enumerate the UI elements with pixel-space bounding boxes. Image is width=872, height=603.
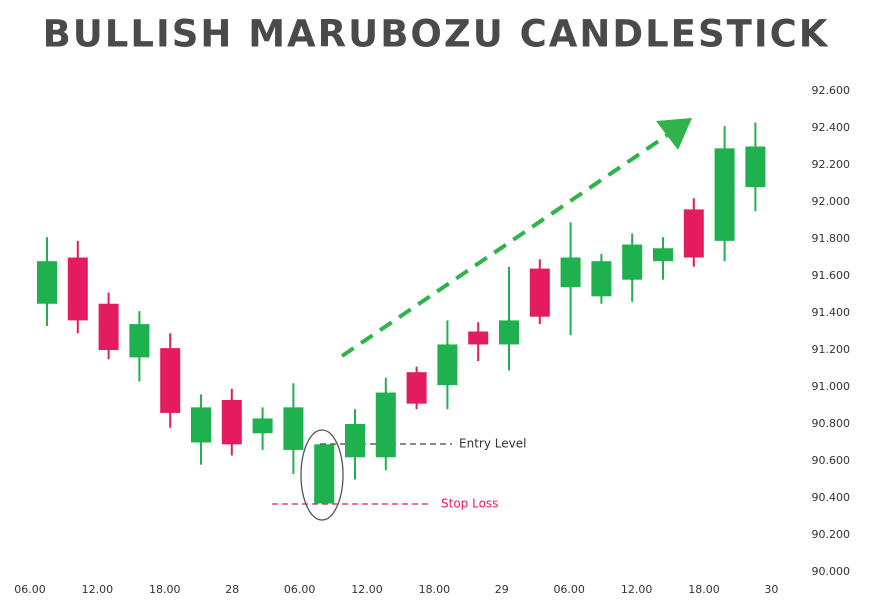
x-tick-label: 12.00 — [351, 583, 383, 596]
candle-body — [745, 146, 766, 188]
x-tick-label: 12.00 — [621, 583, 653, 596]
candle-body — [683, 209, 704, 258]
candle-body — [468, 331, 489, 345]
highlight-ellipse — [300, 429, 344, 521]
y-tick-label: 90.400 — [812, 491, 851, 504]
x-tick-label: 18.00 — [149, 583, 181, 596]
candle-body — [37, 261, 57, 304]
candle-body — [252, 418, 273, 434]
x-tick-label: 30 — [764, 583, 778, 596]
y-tick-label: 91.200 — [812, 343, 851, 356]
candle-body — [529, 268, 550, 317]
y-tick-label: 90.800 — [812, 417, 851, 430]
y-tick-label: 90.000 — [812, 565, 851, 578]
x-tick-label: 29 — [495, 583, 509, 596]
candle-body — [714, 148, 735, 241]
candle-body — [406, 372, 427, 404]
arrow-head — [656, 118, 692, 150]
candle-body — [314, 444, 335, 504]
candle-body — [129, 324, 150, 358]
x-tick-label: 06.00 — [284, 583, 316, 596]
y-tick-label: 92.200 — [812, 158, 851, 171]
entry-label: Entry Level — [459, 437, 526, 451]
x-tick-label: 06.00 — [14, 583, 46, 596]
y-tick-label: 92.600 — [812, 84, 851, 97]
candle-body — [560, 257, 581, 288]
candle-body — [160, 348, 181, 413]
y-tick-label: 91.000 — [812, 380, 851, 393]
stop-label: Stop Loss — [441, 497, 498, 511]
y-tick-label: 91.400 — [812, 306, 851, 319]
x-tick-label: 18.00 — [688, 583, 720, 596]
y-tick-label: 91.800 — [812, 232, 851, 245]
candle-body — [98, 303, 119, 350]
candle-body — [437, 344, 458, 386]
y-tick-label: 90.200 — [812, 528, 851, 541]
candle-body — [191, 407, 211, 443]
x-tick-label: 06.00 — [553, 583, 585, 596]
trend-arrow — [340, 130, 674, 358]
y-tick-label: 91.600 — [812, 269, 851, 282]
candle-body — [283, 407, 304, 450]
candle-body — [622, 244, 643, 280]
y-tick-label: 92.400 — [812, 121, 851, 134]
x-tick-label: 18.00 — [419, 583, 451, 596]
candle-body — [345, 424, 365, 458]
candle-body — [499, 320, 519, 345]
candle-body — [375, 392, 396, 458]
candle-body — [653, 248, 673, 262]
y-tick-label: 92.000 — [812, 195, 851, 208]
plot: 90.000 90.200 90.400 90.600 90.800 91.000 91.2… — [14, 84, 850, 596]
chart-title: BULLISH MARUBOZU CANDLESTICK — [43, 13, 830, 56]
candle-body — [67, 257, 88, 321]
candle-body — [591, 261, 612, 297]
y-tick-label: 90.600 — [812, 454, 851, 467]
x-tick-label: 12.00 — [82, 583, 114, 596]
x-tick-label: 28 — [225, 583, 239, 596]
candle-body — [221, 399, 242, 445]
